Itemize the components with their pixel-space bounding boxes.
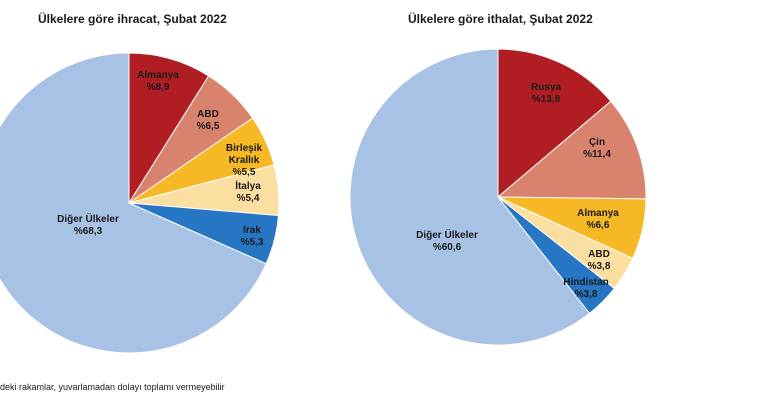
slice-label-1-2: Almanya %6,6 [577, 208, 619, 231]
slice-label-1-4: Hindistan %3,8 [563, 277, 609, 300]
import-pie: Rusya %13,8 Çin %11,4 Almanya %6,6 ABD %3,8 Hind… [349, 48, 647, 346]
pie-charts: Almanya %8,9 ABD %6,5 Birleşik Krallık %5,5İta… [0, 48, 647, 354]
export-pie: Almanya %8,9 ABD %6,5 Birleşik Krallık %5,5İta… [0, 52, 280, 354]
pie-slice-1-1 [496, 100, 647, 200]
pie-slice-1-5 [349, 48, 591, 346]
slice-label-1-3: ABD %3,8 [588, 249, 611, 272]
slice-label-0-0: Almanya %8,9 [137, 70, 179, 93]
slice-label-0-5: Diğer Ülkeler %68,3 [57, 212, 119, 237]
pie-slice-0-5 [0, 52, 267, 354]
slice-label-0-1: ABD %6,5 [197, 109, 220, 132]
slice-label-0-2: Birleşik Krallık %5,5 [226, 143, 263, 178]
pie-slice-1-0 [497, 48, 612, 199]
footnote: deki rakamlar, yuvarlamadan dolayı topla… [0, 382, 225, 392]
slice-label-1-5: Diğer Ülkeler %60,6 [416, 228, 478, 253]
slice-label-0-4: Irak %5,3 [241, 225, 264, 248]
pie-slice-0-0 [128, 52, 210, 205]
slice-label-0-3: İtalya %5,4 [235, 179, 261, 204]
slice-label-1-1: Çin %11,4 [583, 137, 611, 160]
export-chart-title: Ülkelere göre ihracat, Şubat 2022 [38, 12, 227, 26]
import-chart-title: Ülkelere göre ithalat, Şubat 2022 [408, 12, 593, 26]
slice-label-1-0: Rusya %13,8 [531, 82, 561, 105]
